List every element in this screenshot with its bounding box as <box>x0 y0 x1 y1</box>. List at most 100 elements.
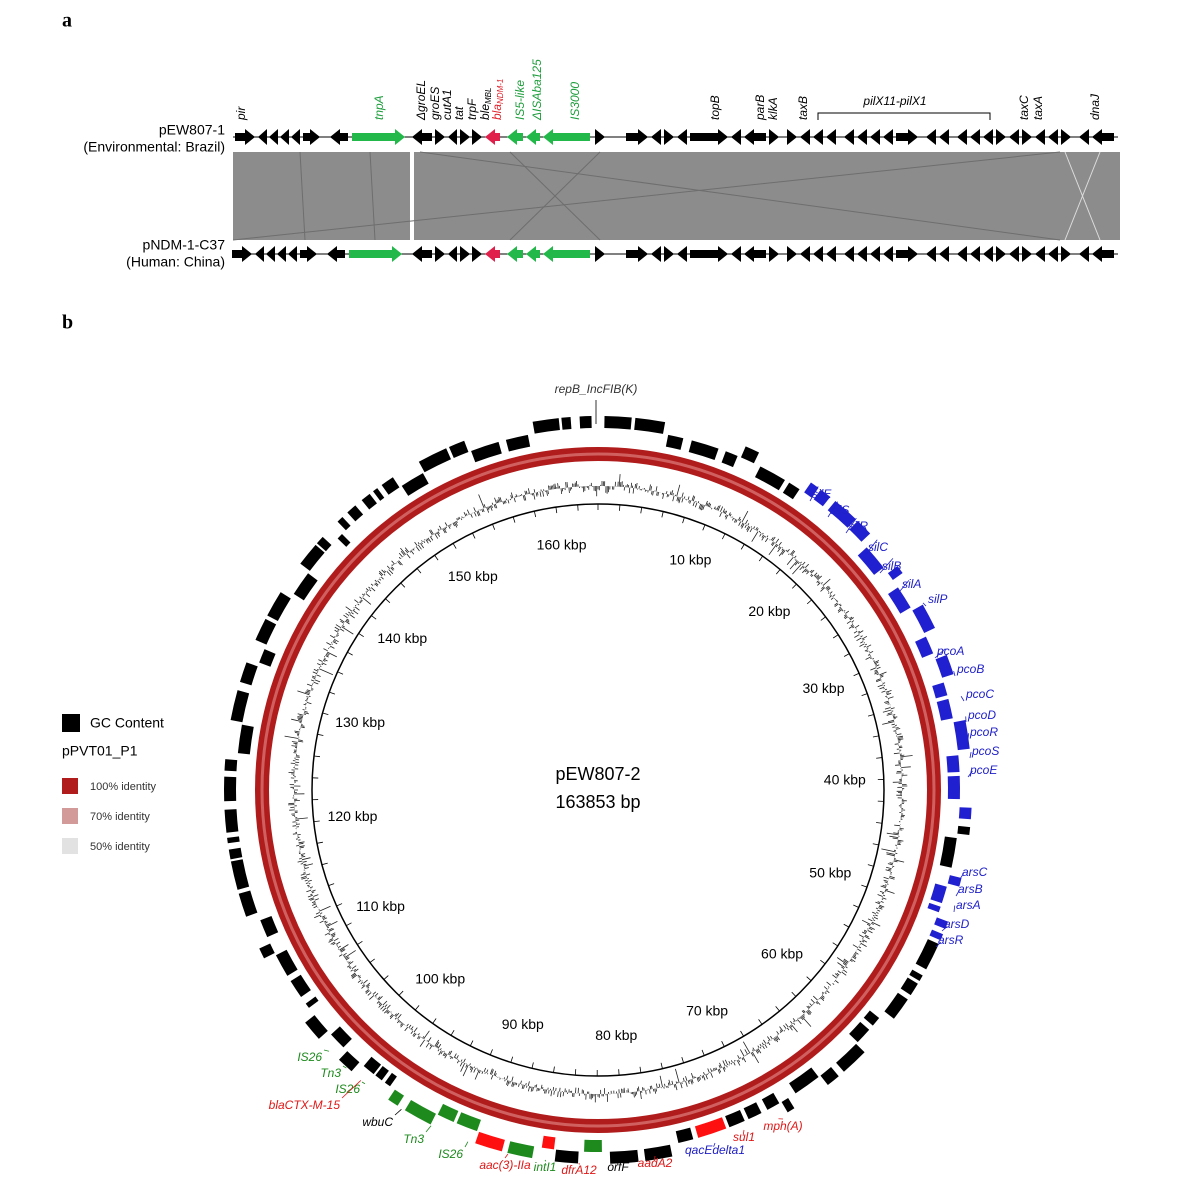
scale-tick <box>321 862 328 866</box>
gene-arrow <box>926 129 936 145</box>
gene-label: pcoA <box>936 644 964 658</box>
scale-tick <box>347 651 353 656</box>
scale-tick <box>832 634 839 639</box>
gene-label: intI1 <box>534 1160 557 1174</box>
leader-line <box>827 501 839 518</box>
gene-label: orfF <box>607 1160 629 1174</box>
gene-arrow <box>266 246 275 262</box>
gene-label: blaNDM-1 <box>490 79 505 120</box>
gene-block <box>363 1056 382 1075</box>
gene-name: tnpA <box>372 95 386 120</box>
gene-label: ΔgroEL <box>414 80 428 121</box>
scale-tick <box>329 691 336 695</box>
gene-arrow <box>896 129 918 145</box>
gene-subscript: NDM-1 <box>496 79 505 104</box>
scale-tick <box>553 1066 555 1073</box>
gene-name: parB <box>753 95 767 121</box>
gene-label: qacEdelta1 <box>685 1143 745 1157</box>
gene-block <box>946 755 960 773</box>
gene-arrow <box>870 129 880 145</box>
gene-label: silE <box>812 487 832 501</box>
gene-block <box>927 902 941 913</box>
leader-line <box>742 1129 745 1136</box>
ring-label: 20 kbp <box>748 603 790 619</box>
gene-block <box>958 807 972 820</box>
gene-arrow <box>731 246 741 262</box>
gene-block <box>224 809 239 833</box>
scale-tick <box>843 923 850 928</box>
ring-label: 50 kbp <box>809 865 851 881</box>
ring-label: 150 kbp <box>448 568 498 584</box>
gene-arrow <box>651 129 661 145</box>
legend-label: 50% identity <box>90 841 150 853</box>
gene-block <box>609 1149 639 1164</box>
gene-block <box>939 836 957 868</box>
gene-arrow <box>996 129 1006 145</box>
backbone-circle <box>311 503 885 1077</box>
leader-line <box>955 890 960 897</box>
ring-label: 30 kbp <box>802 680 844 696</box>
gene-block <box>373 488 385 501</box>
gene-block <box>316 536 332 552</box>
gene-name: klkA <box>766 97 780 120</box>
gene-arrow <box>412 129 432 145</box>
gene-block <box>754 466 785 491</box>
gene-arrow <box>769 246 779 262</box>
gene-arrow <box>896 246 918 262</box>
gene-block <box>725 1109 745 1128</box>
gene-block <box>694 1117 727 1138</box>
gene-block <box>305 1015 328 1039</box>
gene-arrow <box>1009 129 1019 145</box>
gene-block <box>507 1141 535 1159</box>
gene-label: taxB <box>796 96 810 120</box>
gene-block <box>934 917 949 929</box>
gene-name: pir <box>234 106 248 121</box>
gene-arrow <box>844 129 854 145</box>
leader-line <box>464 1141 469 1148</box>
gene-arrow <box>1022 246 1032 262</box>
gene-arrow <box>787 129 797 145</box>
gene-arrow <box>435 129 445 145</box>
scale-tick <box>702 524 706 531</box>
scale-tick <box>492 524 496 530</box>
gene-block <box>293 573 318 601</box>
leader-line <box>713 1142 716 1147</box>
gene-block <box>836 1043 865 1072</box>
gene-label: pcoR <box>969 725 998 739</box>
gene-label: IS26 <box>438 1147 463 1161</box>
gene-arrow <box>1061 129 1071 145</box>
gene-arrow <box>651 246 661 262</box>
gene-arrow <box>1048 246 1058 262</box>
ring-label: 110 kbp <box>356 898 405 914</box>
ring-label: 130 kbp <box>335 714 385 730</box>
gene-block <box>290 974 311 998</box>
scale-tick <box>640 507 643 514</box>
scale-tick <box>489 1049 493 1056</box>
gene-arrow <box>472 129 482 145</box>
gene-label: dnaJ <box>1088 93 1102 120</box>
gene-block <box>255 618 277 645</box>
gene-arrow <box>813 129 823 145</box>
scale-tick <box>533 511 537 518</box>
gene-block <box>404 1099 436 1125</box>
scale-tick <box>660 1062 663 1069</box>
scale-tick <box>853 904 859 908</box>
gene-block <box>827 500 856 528</box>
gene-arrow <box>769 129 779 145</box>
gene-arrow <box>870 246 880 262</box>
ring-label: 40 kbp <box>824 772 866 788</box>
leader-line <box>361 1081 366 1085</box>
gene-block <box>849 1021 870 1043</box>
scale-tick <box>432 1018 437 1024</box>
gc-content <box>284 474 913 1103</box>
gene-label: sul1 <box>733 1130 755 1144</box>
gene-block <box>541 1135 556 1150</box>
gene-block <box>361 493 377 510</box>
gene-arrow <box>448 246 457 262</box>
gene-label: taxA <box>1031 96 1045 120</box>
scale-tick <box>792 583 797 589</box>
gene-arrow <box>731 129 741 145</box>
gene-block <box>449 440 469 458</box>
scale-tick <box>398 990 404 996</box>
